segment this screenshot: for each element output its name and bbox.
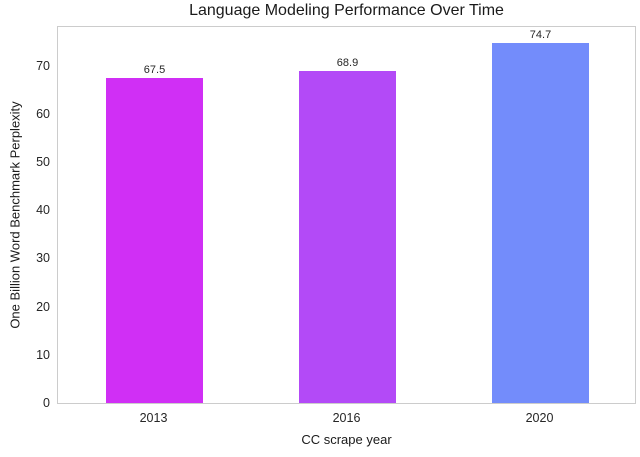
y-tick-label-60: 60 [36, 106, 50, 121]
y-tick-label-0: 0 [43, 396, 50, 410]
y-tick-label-20: 20 [36, 299, 50, 314]
bar-value-label-2016: 68.9 [336, 56, 359, 69]
bar-2016 [299, 70, 396, 403]
x-tick-label-2013: 2013 [139, 411, 168, 425]
bar-2013 [106, 77, 203, 403]
bar-value-label-2020: 74.7 [529, 28, 552, 41]
y-tick-label-30: 30 [36, 251, 50, 266]
chart-title: Language Modeling Performance Over Time [189, 2, 504, 19]
y-tick-label-50: 50 [36, 154, 50, 169]
x-tick-label-2020: 2020 [525, 411, 554, 425]
y-tick-label-70: 70 [36, 58, 50, 73]
bar-2020 [492, 42, 589, 403]
y-tick-label-10: 10 [36, 347, 50, 362]
x-tick-label-2016: 2016 [332, 411, 361, 425]
x-axis-label: CC scrape year [301, 432, 392, 447]
y-tick-label-40: 40 [36, 203, 50, 218]
plot-area: 67.5 68.9 74.7 [57, 26, 636, 404]
bar-value-label-2013: 67.5 [143, 63, 166, 76]
